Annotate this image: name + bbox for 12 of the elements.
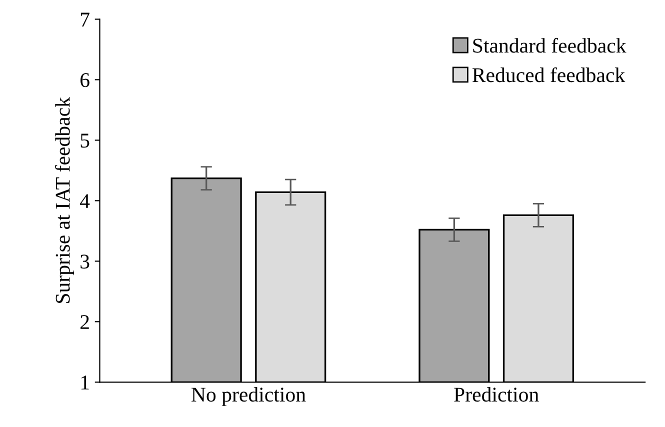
y-tick-label: 2 <box>80 315 89 329</box>
y-tick-label: 4 <box>80 194 90 208</box>
y-tick-label: 1 <box>81 376 89 390</box>
x-tick-label: Prediction <box>454 387 539 402</box>
y-axis-title: Surprise at IAT feedback <box>54 97 74 303</box>
x-tick-label: No prediction <box>192 387 306 406</box>
legend-label: Reduced feedback <box>472 67 626 82</box>
y-tick-label: 6 <box>80 73 90 88</box>
y-tick-label: 3 <box>80 254 90 269</box>
legend-label: Standard feedback <box>473 38 626 53</box>
y-tick-label: 7 <box>80 12 90 26</box>
y-tick-label: 5 <box>80 134 90 148</box>
